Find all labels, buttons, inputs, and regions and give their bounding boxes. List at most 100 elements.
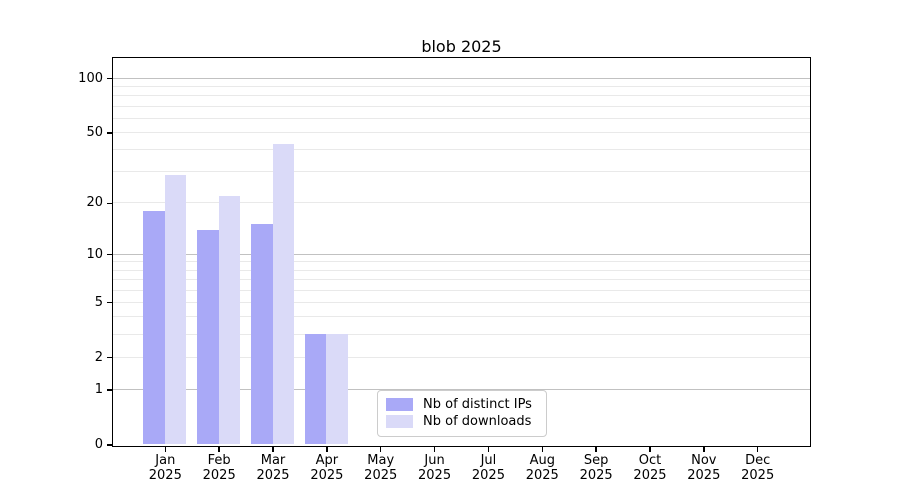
x-tick-month: Mar xyxy=(260,452,286,468)
bar-distinct-ips-mar xyxy=(251,224,273,445)
x-tick-label: Nov 2025 xyxy=(687,453,720,484)
y-gridline-major xyxy=(113,253,810,255)
y-tick xyxy=(107,77,112,80)
x-tick-label: Jul 2025 xyxy=(472,453,505,484)
x-tick-label: Sep 2025 xyxy=(580,453,613,484)
x-tick-label: Aug 2025 xyxy=(526,453,559,484)
x-tick-year: 2025 xyxy=(579,468,613,483)
x-tick-month: Feb xyxy=(207,452,231,468)
y-gridline-minor xyxy=(113,95,810,97)
bar-downloads-jan xyxy=(164,174,187,445)
x-tick-year: 2025 xyxy=(741,468,775,483)
x-tick-month: May xyxy=(367,452,395,468)
x-tick-label: Feb 2025 xyxy=(203,453,236,484)
bar-downloads-feb xyxy=(218,195,241,445)
bar-distinct-ips-jan xyxy=(143,210,165,445)
y-gridline-minor xyxy=(113,149,810,151)
y-tick-label: 5 xyxy=(94,294,103,310)
x-tick-label: Mar 2025 xyxy=(256,453,289,484)
y-tick-label: 1 xyxy=(94,381,103,397)
x-tick xyxy=(756,446,759,452)
x-tick-month: Nov xyxy=(691,452,717,468)
y-gridline-minor xyxy=(113,278,810,280)
legend-label-distinct-ips: Nb of distinct IPs xyxy=(423,397,532,412)
y-gridline-minor xyxy=(113,202,810,204)
y-gridline-minor xyxy=(113,85,810,87)
x-tick-year: 2025 xyxy=(418,468,452,483)
x-tick-year: 2025 xyxy=(687,468,721,483)
y-gridline-minor xyxy=(113,316,810,318)
x-tick xyxy=(649,446,651,452)
x-tick-year: 2025 xyxy=(202,468,236,483)
legend-item-distinct-ips: Nb of distinct IPs xyxy=(386,397,538,413)
y-tick xyxy=(107,444,112,446)
legend-swatch-distinct-ips xyxy=(386,398,413,411)
y-tick xyxy=(107,357,112,359)
x-tick-year: 2025 xyxy=(525,468,559,483)
x-tick xyxy=(272,446,274,452)
x-tick-year: 2025 xyxy=(364,468,398,483)
y-gridline-minor xyxy=(113,301,810,303)
x-tick-label: May 2025 xyxy=(364,453,397,484)
x-tick xyxy=(703,446,705,452)
y-gridline-minor xyxy=(113,171,810,173)
y-tick xyxy=(107,253,112,256)
y-tick xyxy=(107,202,112,204)
x-tick xyxy=(487,446,490,452)
y-gridline-minor xyxy=(113,131,810,133)
x-tick-year: 2025 xyxy=(633,468,667,483)
y-gridline-minor xyxy=(113,117,810,119)
y-gridline-minor xyxy=(113,333,810,335)
legend-label-downloads: Nb of downloads xyxy=(423,414,532,429)
y-tick-label: 50 xyxy=(86,124,103,140)
bar-distinct-ips-apr xyxy=(304,334,327,445)
x-tick-year: 2025 xyxy=(310,468,344,483)
y-tick xyxy=(107,389,112,391)
y-gridline-minor xyxy=(113,356,810,358)
x-tick-month: Dec xyxy=(745,452,771,468)
y-gridline-major xyxy=(113,388,810,390)
x-tick xyxy=(326,446,328,452)
bar-downloads-mar xyxy=(272,144,295,445)
x-tick-month: Aug xyxy=(529,452,555,468)
x-tick-month: Jul xyxy=(480,452,497,468)
y-tick-label: 2 xyxy=(94,349,103,365)
x-tick xyxy=(595,446,597,452)
y-tick-label: 10 xyxy=(86,246,103,262)
x-tick xyxy=(218,446,220,452)
x-tick xyxy=(541,446,543,452)
y-gridline-minor xyxy=(113,261,810,263)
x-tick-year: 2025 xyxy=(256,468,290,483)
x-tick-label: Jun 2025 xyxy=(418,453,451,484)
y-tick xyxy=(107,132,112,134)
x-tick xyxy=(433,446,436,452)
x-tick xyxy=(380,446,382,452)
y-tick-label: 100 xyxy=(78,70,103,86)
legend-item-downloads: Nb of downloads xyxy=(386,414,538,430)
x-tick xyxy=(164,446,167,452)
x-tick-month: Oct xyxy=(638,452,662,468)
x-tick-year: 2025 xyxy=(148,468,182,483)
y-gridline-major xyxy=(113,77,810,79)
chart-title: blob 2025 xyxy=(421,37,502,56)
legend: Nb of distinct IPs Nb of downloads xyxy=(377,389,547,437)
y-tick xyxy=(107,302,112,304)
x-tick-year: 2025 xyxy=(471,468,505,483)
y-gridline-minor xyxy=(113,289,810,291)
x-tick-month: Sep xyxy=(583,452,609,468)
x-tick-label: Oct 2025 xyxy=(633,453,666,484)
bar-distinct-ips-feb xyxy=(197,229,219,445)
x-tick-label: Jan 2025 xyxy=(149,453,182,484)
x-tick-month: Jun xyxy=(424,452,445,468)
y-gridline-minor xyxy=(113,269,810,271)
y-gridline-minor xyxy=(113,105,810,107)
y-tick-label: 20 xyxy=(86,195,103,211)
plot-area: Nb of distinct IPs Nb of downloads xyxy=(112,56,811,447)
y-tick-label: 0 xyxy=(94,437,103,452)
x-tick-label: Dec 2025 xyxy=(741,453,774,484)
x-tick-label: Apr 2025 xyxy=(310,453,343,484)
x-tick-month: Jan xyxy=(155,452,176,468)
legend-swatch-downloads xyxy=(386,415,413,428)
bar-downloads-apr xyxy=(326,334,348,445)
